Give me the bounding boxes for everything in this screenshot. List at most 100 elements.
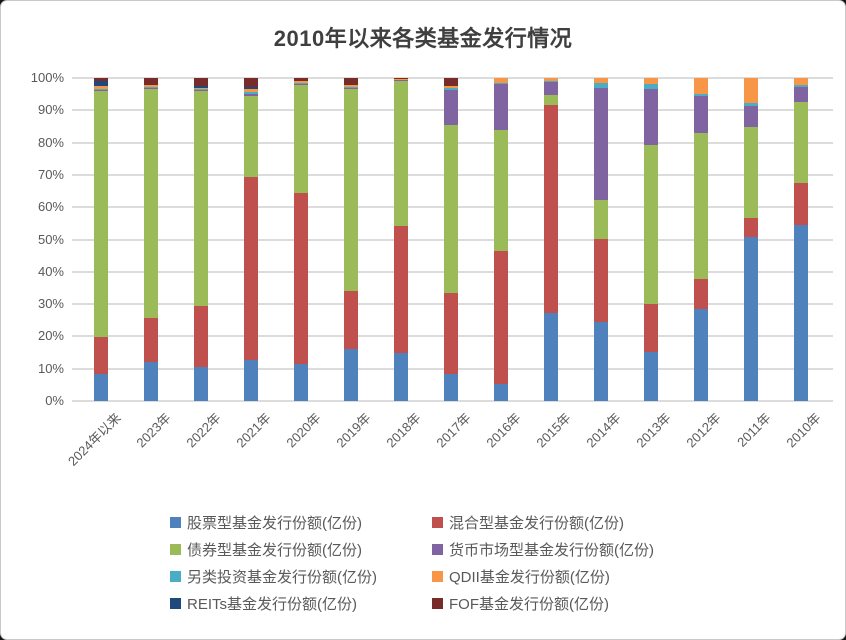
bar-segment-series-3 bbox=[244, 93, 258, 97]
bar-segment-series-3 bbox=[794, 87, 808, 103]
x-axis-tick-label: 2015年 bbox=[533, 410, 574, 451]
gridline bbox=[72, 77, 833, 79]
bar-segment-series-1 bbox=[94, 336, 108, 374]
bar-segment-series-3 bbox=[594, 88, 608, 201]
y-axis-tick-label: 30% bbox=[37, 296, 64, 312]
stacked-bar-2010年 bbox=[794, 78, 808, 401]
bar-segment-series-3 bbox=[344, 87, 358, 89]
bar-segment-series-0 bbox=[144, 362, 158, 401]
bar-segment-series-4 bbox=[544, 80, 558, 82]
bar-segment-series-1 bbox=[494, 250, 508, 385]
bar-segment-series-2 bbox=[244, 96, 258, 177]
bar-segment-series-0 bbox=[344, 348, 358, 401]
bar-segment-series-5 bbox=[644, 78, 658, 85]
x-axis-tick-label: 2017年 bbox=[433, 410, 474, 451]
legend-item-series-1: 混合型基金发行份额(亿份) bbox=[432, 514, 732, 532]
bar-segment-series-0 bbox=[444, 374, 458, 401]
x-axis-tick-label: 2016年 bbox=[483, 410, 524, 451]
bar-segment-series-0 bbox=[494, 384, 508, 401]
bar-segment-series-1 bbox=[294, 193, 308, 364]
bar-segment-series-6 bbox=[144, 84, 158, 86]
bar-segment-series-3 bbox=[94, 89, 108, 91]
bar-segment-series-1 bbox=[794, 182, 808, 225]
bar-segment-series-1 bbox=[394, 225, 408, 353]
legend-swatch-icon bbox=[432, 570, 443, 582]
bar-segment-series-0 bbox=[794, 224, 808, 401]
bar-segment-series-2 bbox=[144, 89, 158, 318]
stacked-bar-2013年 bbox=[644, 78, 658, 401]
plot-area: 0% 10% 20% 30% 40% 50% 60% 70% 80% 90% 100% 2024年以来… bbox=[1, 1, 845, 501]
y-axis-tick-label: 100% bbox=[30, 70, 64, 85]
bar-segment-series-5 bbox=[394, 79, 408, 80]
bar-segment-series-2 bbox=[344, 89, 358, 291]
bar-segment-series-7 bbox=[344, 78, 358, 85]
bar-segment-series-5 bbox=[344, 84, 358, 87]
legend-item-series-3: 货币市场型基金发行份额(亿份) bbox=[432, 541, 732, 559]
bar-segment-series-1 bbox=[594, 238, 608, 322]
legend-item-series-2: 债券型基金发行份额(亿份) bbox=[170, 541, 432, 559]
legend-label: 货币市场型基金发行份额(亿份) bbox=[449, 541, 654, 559]
legend-swatch-icon bbox=[170, 543, 181, 555]
y-axis-tick-label: 20% bbox=[37, 328, 64, 344]
bar-segment-series-1 bbox=[694, 279, 708, 309]
legend-swatch-icon bbox=[170, 570, 181, 582]
bar-segment-series-6 bbox=[94, 80, 108, 87]
bar-segment-series-7 bbox=[194, 78, 208, 87]
bar-segment-series-3 bbox=[144, 88, 158, 90]
x-axis-tick-label: 2020年 bbox=[283, 410, 324, 451]
legend-swatch-icon bbox=[432, 516, 443, 528]
legend-swatch-icon bbox=[170, 597, 181, 609]
y-axis-tick-label: 70% bbox=[37, 166, 64, 182]
bar-segment-series-4 bbox=[194, 89, 208, 90]
stacked-bar-2020年 bbox=[294, 78, 308, 401]
stacked-bar-2021年 bbox=[244, 78, 258, 401]
bar-segment-series-0 bbox=[694, 308, 708, 401]
y-axis-tick-label: 80% bbox=[37, 134, 64, 150]
bar-segment-series-7 bbox=[294, 78, 308, 82]
y-axis-tick-label: 90% bbox=[37, 102, 64, 118]
bar-segment-series-0 bbox=[394, 352, 408, 401]
bar-segment-series-2 bbox=[194, 90, 208, 306]
bar-segment-series-1 bbox=[644, 304, 658, 352]
bar-segment-series-1 bbox=[344, 290, 358, 349]
x-axis-tick-label: 2013年 bbox=[633, 410, 674, 451]
y-axis-tick-label: 60% bbox=[37, 199, 64, 215]
stacked-bar-2022年 bbox=[194, 78, 208, 401]
bar-segment-series-2 bbox=[744, 126, 758, 219]
bar-segment-series-4 bbox=[244, 92, 258, 94]
bar-segment-series-1 bbox=[244, 176, 258, 361]
legend-label: 债券型基金发行份额(亿份) bbox=[187, 541, 362, 559]
bar-segment-series-0 bbox=[544, 313, 558, 401]
bar-segment-series-7 bbox=[144, 78, 158, 85]
legend-label: REITs基金发行份额(亿份) bbox=[187, 595, 357, 613]
bar-segment-series-4 bbox=[644, 84, 658, 90]
x-axis-tick-label: 2018年 bbox=[383, 410, 424, 451]
bar-segment-series-3 bbox=[694, 95, 708, 133]
bar-segment-series-5 bbox=[444, 86, 458, 89]
x-axis-tick-label: 2014年 bbox=[583, 410, 624, 451]
x-axis-tick-label: 2019年 bbox=[333, 410, 374, 451]
stacked-bar-2012年 bbox=[694, 78, 708, 401]
bar-segment-series-0 bbox=[94, 373, 108, 401]
bar-segment-series-1 bbox=[194, 305, 208, 367]
x-axis-tick-label: 2011年 bbox=[734, 410, 774, 450]
x-axis-tick-label: 2024年以来 bbox=[65, 410, 124, 469]
bar-segment-series-4 bbox=[94, 89, 108, 90]
bar-segment-series-4 bbox=[744, 102, 758, 107]
bar-segment-series-2 bbox=[644, 145, 658, 305]
bar-segment-series-5 bbox=[794, 78, 808, 86]
bar-segment-series-2 bbox=[394, 80, 408, 226]
bar-segment-series-5 bbox=[544, 78, 558, 81]
legend-label: FOF基金发行份额(亿份) bbox=[449, 595, 609, 613]
legend-swatch-icon bbox=[432, 543, 443, 555]
y-axis-tick-label: 0% bbox=[45, 393, 64, 408]
legend-item-series-5: QDII基金发行份额(亿份) bbox=[432, 568, 732, 586]
legend-item-series-0: 股票型基金发行份额(亿份) bbox=[170, 514, 432, 532]
bar-segment-series-1 bbox=[144, 317, 158, 363]
stacked-bar-2024年以来 bbox=[94, 78, 108, 401]
bar-segment-series-5 bbox=[744, 78, 758, 103]
bar-segment-series-1 bbox=[744, 218, 758, 238]
legend-label: 混合型基金发行份额(亿份) bbox=[449, 514, 624, 532]
bar-segment-series-5 bbox=[144, 85, 158, 88]
